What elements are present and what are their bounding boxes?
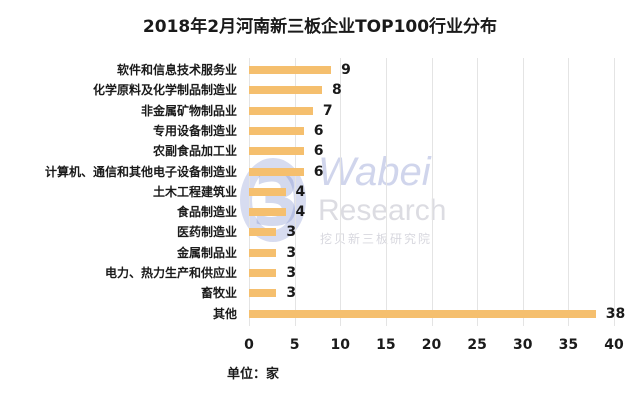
gridline xyxy=(614,58,615,326)
bar xyxy=(249,147,304,156)
value-label: 6 xyxy=(313,163,324,180)
bar xyxy=(249,66,332,74)
value-label: 3 xyxy=(286,265,297,281)
gridline xyxy=(340,58,342,326)
gridline xyxy=(431,58,433,326)
bar-row: 畜牧业 3 xyxy=(0,283,640,303)
category-label: 化学原料及化学制品制造业 xyxy=(92,83,237,98)
value-label: 9 xyxy=(341,62,351,78)
bar-row: 金属制品业 3 xyxy=(0,243,640,263)
bar xyxy=(249,309,596,318)
value-label: 38 xyxy=(605,305,626,322)
bar xyxy=(249,248,277,257)
bar-row: 其他 38 xyxy=(0,304,640,324)
bar-row: 软件和信息技术服务业 9 xyxy=(0,60,640,80)
gridline xyxy=(477,58,479,326)
x-axis-label: 单位：家 xyxy=(0,363,640,382)
value-label: 4 xyxy=(295,204,306,221)
x-axis-label-text: 单位：家 xyxy=(226,367,279,382)
value-label: 3 xyxy=(286,224,297,241)
x-tick-label: 35 xyxy=(558,337,579,353)
category-label: 农副食品加工业 xyxy=(152,144,237,159)
category-label: 金属制品业 xyxy=(176,245,237,260)
value-label: 3 xyxy=(286,285,297,302)
value-label: 7 xyxy=(322,102,333,119)
x-tick-label: 30 xyxy=(513,337,533,353)
value-label: 8 xyxy=(332,82,342,99)
category-label: 非金属矿物制品业 xyxy=(140,103,237,118)
category-label: 专用设备制造业 xyxy=(152,123,237,138)
x-tick-label: 5 xyxy=(289,337,300,353)
category-label: 畜牧业 xyxy=(200,286,237,301)
bar xyxy=(249,228,277,237)
value-label: 6 xyxy=(313,122,324,139)
bar-row: 计算机、通信和其他电子设备制造业 6 xyxy=(0,162,640,182)
category-label: 软件和信息技术服务业 xyxy=(116,63,237,77)
category-label: 食品制造业 xyxy=(176,205,237,220)
bar-row: 土木工程建筑业 4 xyxy=(0,182,640,202)
bar xyxy=(249,126,304,135)
bar xyxy=(249,269,277,277)
bar-row: 非金属矿物制品业 7 xyxy=(0,101,640,121)
bar xyxy=(249,289,277,298)
bar xyxy=(249,106,313,115)
gridline xyxy=(385,58,387,326)
chart-title: 2018年2月河南新三板企业TOP100行业分布 xyxy=(142,17,498,37)
value-label: 4 xyxy=(295,183,306,200)
bar-row: 农副食品加工业 6 xyxy=(0,141,640,161)
bar-row: 食品制造业 4 xyxy=(0,202,640,222)
category-label: 医药制造业 xyxy=(176,225,237,240)
category-label: 计算机、通信和其他电子设备制造业 xyxy=(44,164,237,179)
x-tick-label: 25 xyxy=(467,337,487,353)
plot-area: 软件和信息技术服务业 9 化学原料及化学制品制造业 8 非金属矿物制品业 7 专用设备制造业… xyxy=(45,58,625,326)
x-tick-label: 10 xyxy=(330,337,350,353)
gridline xyxy=(568,58,570,326)
bar-row: 专用设备制造业 6 xyxy=(0,121,640,141)
x-tick-label: 40 xyxy=(604,337,624,353)
x-tick-label: 20 xyxy=(421,337,442,353)
gridline xyxy=(522,58,524,326)
x-tick-label: 0 xyxy=(244,337,254,353)
bar-row: 电力、热力生产和供应业 3 xyxy=(0,263,640,283)
bar xyxy=(249,208,286,217)
bar xyxy=(249,167,304,176)
x-tick-label: 15 xyxy=(376,337,396,353)
value-label: 6 xyxy=(313,143,324,160)
category-label: 电力、热力生产和供应业 xyxy=(104,266,237,280)
category-label: 土木工程建筑业 xyxy=(152,184,237,199)
bar xyxy=(249,187,286,196)
category-label: 其他 xyxy=(212,306,237,321)
bar xyxy=(249,86,322,95)
bar-row: 化学原料及化学制品制造业 8 xyxy=(0,80,640,100)
bar-row: 医药制造业 3 xyxy=(0,222,640,242)
gridline xyxy=(294,58,296,326)
value-label: 3 xyxy=(286,244,297,261)
